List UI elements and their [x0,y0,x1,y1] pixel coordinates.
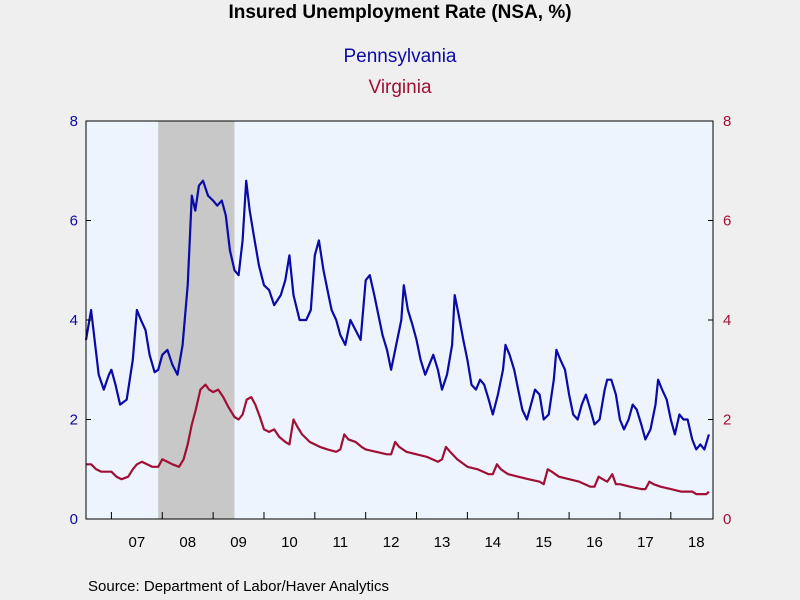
x-tick-label: 07 [129,534,146,551]
x-tick-label: 08 [179,534,196,551]
x-tick-label: 09 [230,534,247,551]
x-tick-label: 10 [281,534,298,551]
left-y-tick-label: 6 [70,213,78,230]
legend-entry-virginia: Virginia [368,77,432,98]
left-y-tick-label: 2 [70,412,78,429]
x-tick-label: 12 [383,534,400,551]
x-tick-label: 16 [586,534,603,551]
left-y-tick-label: 8 [70,113,78,130]
right-y-tick-label: 4 [723,312,731,329]
recession-band [158,121,235,519]
right-y-tick-label: 0 [723,511,731,528]
series-line-virginia [86,383,710,496]
source-note: Source: Department of Labor/Haver Analyt… [88,578,389,595]
axis-layer: 0 2 4 6 8 0 2 4 6 8 07 08 09 10 11 12 13 14 15 16 17 18 [70,113,732,551]
right-y-tick-label: 8 [723,113,731,130]
x-tick-label: 17 [637,534,654,551]
right-y-tick-label: 2 [723,412,731,429]
left-y-tick-label: 0 [70,511,78,528]
x-tick-label: 14 [484,534,501,551]
chart-title: Insured Unemployment Rate (NSA, %) [228,2,572,23]
x-tick-label: 15 [535,534,552,551]
right-y-tick-label: 6 [723,213,731,230]
legend-entry-pennsylvania: Pennsylvania [343,46,457,67]
x-tick-label: 18 [688,534,705,551]
x-tick-label: 11 [332,534,348,551]
series-line-pennsylvania [84,179,710,451]
series-layer [84,179,710,496]
x-tick-label: 13 [434,534,451,551]
left-y-tick-label: 4 [70,312,78,329]
